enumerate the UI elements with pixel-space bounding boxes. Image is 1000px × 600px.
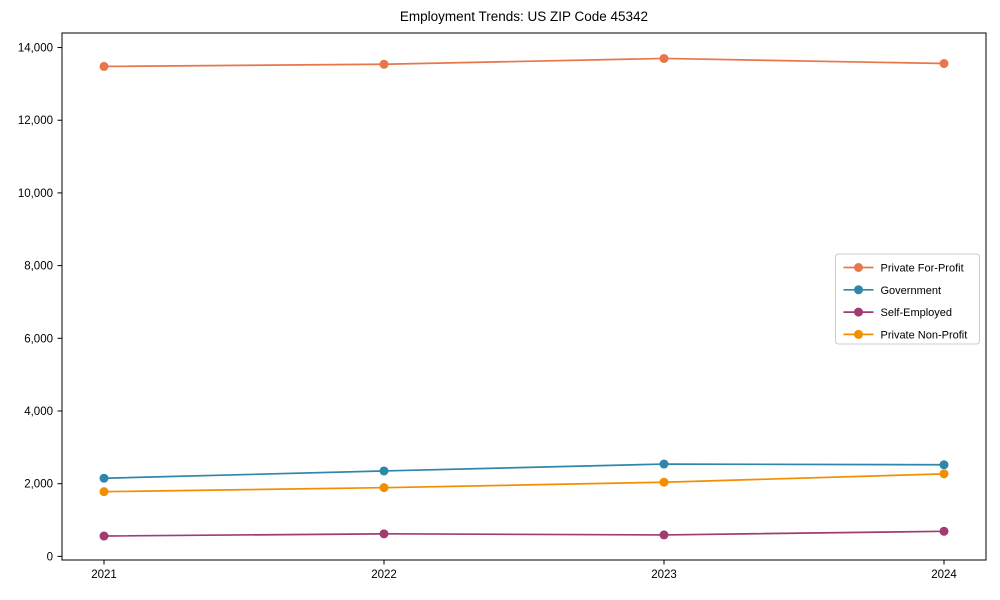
y-tick-label: 10,000	[18, 188, 53, 200]
data-point-private-non-profit-2022	[379, 483, 389, 493]
y-tick-label: 2,000	[24, 479, 53, 491]
series-line-government	[103, 463, 945, 480]
data-point-private-for-profit-2023	[659, 53, 669, 63]
legend-label: Self-Employed	[881, 307, 953, 319]
legend-swatch-marker	[854, 329, 863, 339]
chart-title: Employment Trends: US ZIP Code 45342	[399, 9, 649, 24]
data-point-private-non-profit-2024	[939, 469, 949, 479]
legend-swatch-marker	[854, 307, 863, 317]
x-tick-label: 2022	[371, 569, 397, 581]
legend-label: Government	[881, 285, 942, 297]
series-line-private-non-profit	[103, 473, 945, 493]
y-tick-label: 14,000	[18, 43, 53, 55]
y-tick-label: 4,000	[24, 406, 53, 418]
x-tick-label: 2021	[91, 569, 117, 581]
series-line-private-for-profit	[103, 57, 945, 68]
data-point-government-2021	[99, 473, 109, 483]
legend-entry-self-employed: Self-Employed	[843, 307, 953, 319]
data-point-government-2023	[659, 459, 669, 469]
legend-entry-government: Government	[843, 285, 942, 297]
data-point-self-employed-2022	[379, 529, 389, 539]
data-point-self-employed-2023	[659, 530, 669, 540]
y-tick-label: 0	[47, 551, 53, 563]
legend-box	[835, 253, 980, 345]
legend-entry-private-non-profit: Private Non-Profit	[843, 329, 968, 341]
legend-label: Private Non-Profit	[881, 329, 968, 341]
x-tick-label: 2023	[651, 569, 677, 581]
data-point-government-2022	[379, 466, 389, 476]
y-tick-label: 8,000	[24, 261, 53, 273]
legend-swatch-marker	[854, 263, 863, 272]
series-private-non-profit	[99, 469, 949, 497]
series-government	[99, 459, 949, 483]
legend-entry-private-for-profit: Private For-Profit	[843, 263, 964, 275]
data-point-private-non-profit-2021	[99, 487, 109, 497]
data-point-private-for-profit-2024	[939, 59, 949, 69]
plot-border	[61, 32, 987, 561]
data-point-private-non-profit-2023	[659, 477, 669, 487]
y-tick-label: 12,000	[18, 115, 53, 127]
series-self-employed	[99, 526, 949, 541]
legend-label: Private For-Profit	[881, 263, 964, 275]
data-point-self-employed-2024	[939, 526, 949, 536]
series-private-for-profit	[99, 53, 949, 71]
legend: Private For-Profit Government Self-Employe…	[835, 253, 980, 345]
legend-swatch-marker	[854, 285, 863, 295]
data-point-government-2024	[939, 460, 949, 470]
data-point-private-for-profit-2021	[99, 61, 109, 71]
x-tick-label: 2024	[931, 569, 957, 581]
data-point-private-for-profit-2022	[379, 59, 389, 69]
y-tick-label: 6,000	[24, 333, 53, 345]
data-point-self-employed-2021	[99, 531, 109, 541]
series-line-self-employed	[103, 530, 945, 537]
